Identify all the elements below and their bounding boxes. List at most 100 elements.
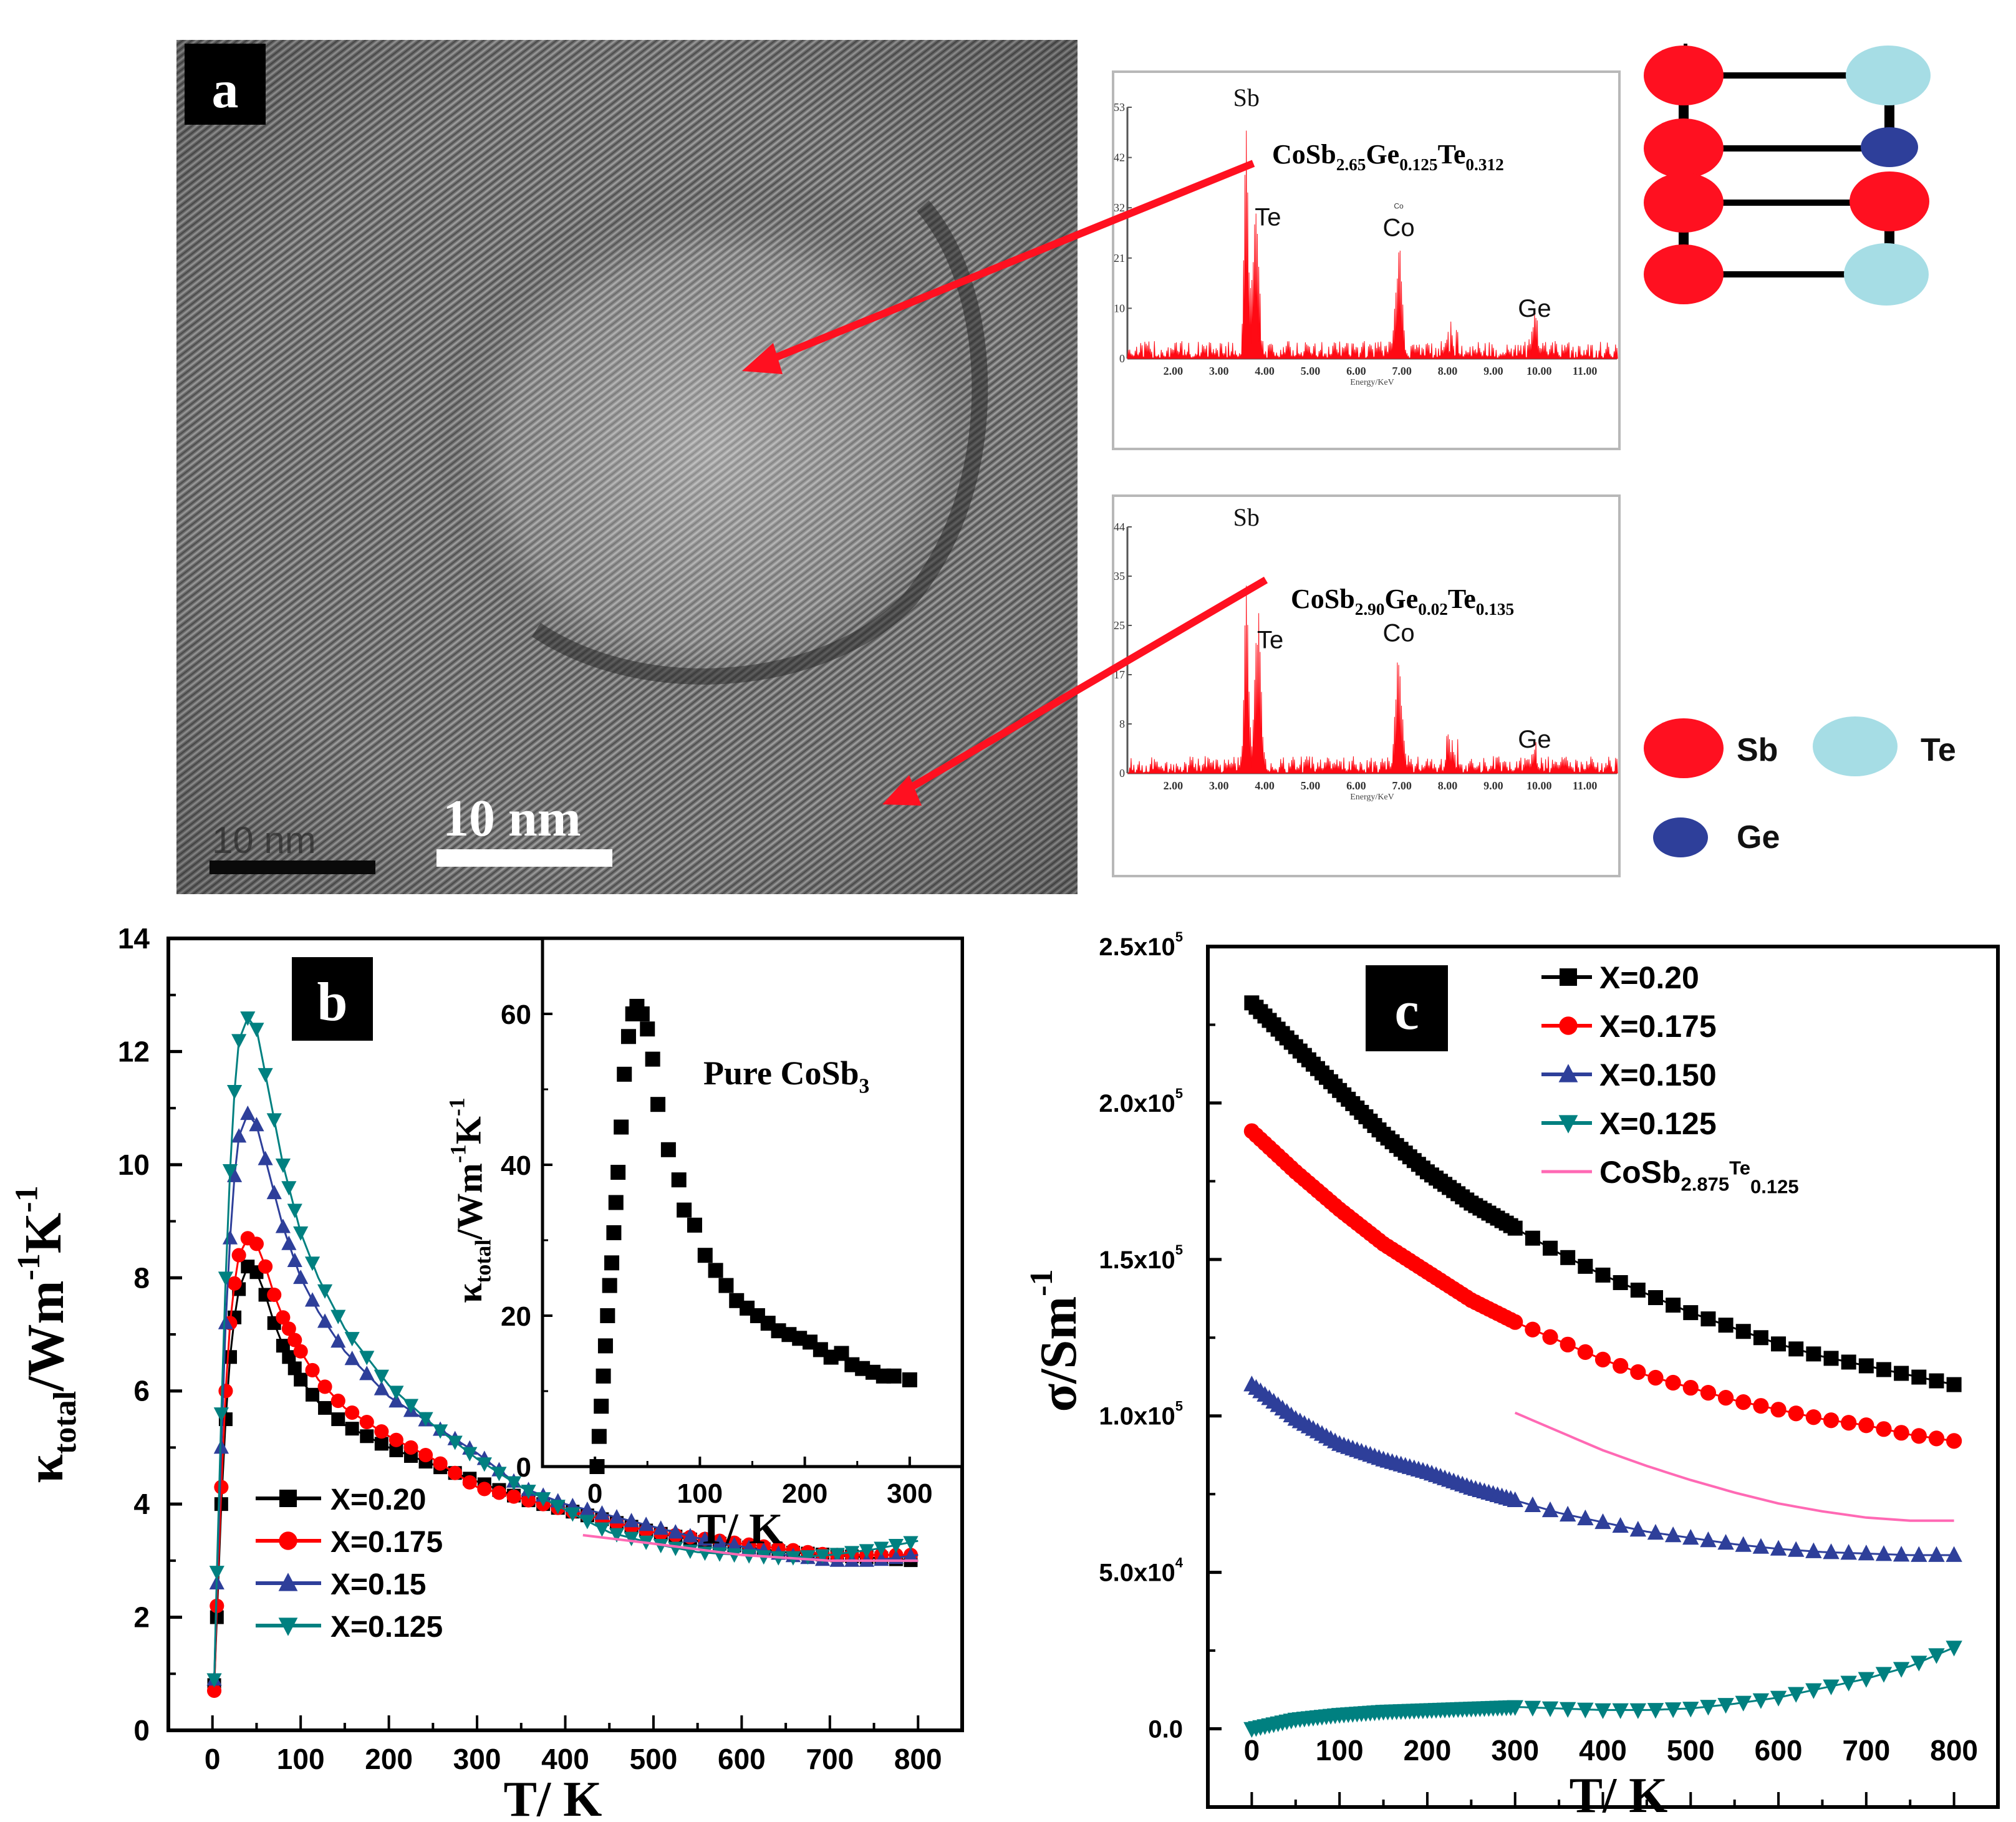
x-tick-label: 300 bbox=[1491, 1734, 1539, 1767]
data-point bbox=[345, 1405, 360, 1420]
arrowhead-icon bbox=[882, 775, 922, 806]
formula-te-sub: 0.135 bbox=[1476, 600, 1514, 619]
eds-x-tick-label: 7.00 bbox=[1392, 779, 1412, 792]
tick-exponent: 4 bbox=[1175, 1555, 1184, 1571]
data-point bbox=[708, 1263, 723, 1278]
data-point bbox=[697, 1531, 713, 1546]
arrow-to-matrix bbox=[895, 576, 1268, 799]
eds-peak-label-te: Te bbox=[1255, 203, 1281, 231]
data-point bbox=[1666, 1298, 1681, 1313]
eds-y-tick-label: 8 bbox=[1119, 718, 1125, 730]
legend-label: X=0.175 bbox=[330, 1526, 443, 1559]
data-point bbox=[1858, 1545, 1875, 1561]
eds-frame bbox=[1112, 70, 1621, 450]
eds-peak-label-sb: Sb bbox=[1233, 503, 1260, 531]
x-tick-label: 600 bbox=[1755, 1734, 1803, 1767]
y-tick-label: 4 bbox=[133, 1488, 150, 1520]
data-point bbox=[624, 1531, 639, 1546]
atom-sb bbox=[1644, 118, 1724, 178]
y-axis-label-text: σ/Sm-1 bbox=[1024, 1269, 1088, 1412]
data-point bbox=[1541, 1501, 1559, 1518]
data-point bbox=[1717, 1390, 1734, 1406]
legend-marker-icon bbox=[278, 1573, 298, 1591]
data-point bbox=[249, 1236, 264, 1251]
legend-label: X=0.125 bbox=[1599, 1106, 1717, 1141]
data-point bbox=[223, 1350, 238, 1364]
data-point bbox=[1946, 1546, 1962, 1562]
data-point bbox=[374, 1424, 389, 1439]
tick-exponent: 5 bbox=[1175, 929, 1183, 945]
data-point bbox=[1560, 1336, 1576, 1352]
data-point bbox=[418, 1447, 433, 1463]
x-tick-label: 500 bbox=[1667, 1734, 1715, 1767]
data-point bbox=[1682, 1529, 1699, 1545]
data-point bbox=[609, 1509, 625, 1524]
eds-x-tick-label: 8.00 bbox=[1438, 779, 1458, 792]
inset-y-axis-label-text: κtotal/Wm-1K-1 bbox=[444, 1097, 495, 1303]
data-point bbox=[1788, 1405, 1804, 1422]
x-tick-label: 700 bbox=[806, 1743, 854, 1775]
data-point bbox=[222, 1164, 238, 1179]
data-point bbox=[610, 1165, 626, 1180]
data-point bbox=[209, 1566, 224, 1581]
data-point bbox=[521, 1493, 536, 1508]
x-tick-label: 0 bbox=[205, 1743, 221, 1775]
data-point bbox=[1858, 1417, 1874, 1434]
data-point bbox=[1858, 1672, 1875, 1688]
data-point bbox=[1946, 1641, 1962, 1657]
data-point bbox=[447, 1435, 463, 1450]
inset-y-tick-label: 0 bbox=[516, 1452, 531, 1483]
data-point bbox=[1788, 1341, 1804, 1357]
data-point bbox=[1664, 1526, 1682, 1543]
data-point bbox=[388, 1393, 404, 1408]
data-point bbox=[275, 1218, 291, 1233]
scale-bar bbox=[436, 849, 612, 867]
y-tick-label: 5.0x104 bbox=[1099, 1555, 1183, 1587]
data-point bbox=[226, 1167, 243, 1182]
data-point bbox=[213, 1407, 229, 1422]
data-point bbox=[1612, 1516, 1629, 1533]
kappa: κ bbox=[449, 1283, 490, 1303]
data-point bbox=[287, 1361, 302, 1376]
data-point bbox=[433, 1424, 448, 1439]
tick-mantissa: 0.0 bbox=[1148, 1716, 1183, 1743]
data-point bbox=[521, 1485, 536, 1500]
tick-mantissa: 2.0x10 bbox=[1099, 1090, 1175, 1117]
y-tick-label: 2.5x105 bbox=[1099, 929, 1183, 961]
x-axis-label: T/ K bbox=[504, 1772, 602, 1822]
series-x0175 bbox=[1243, 1123, 1962, 1449]
data-point bbox=[1735, 1394, 1752, 1410]
legend-marker-icon bbox=[278, 1617, 298, 1636]
legend-marker-icon bbox=[1560, 968, 1577, 986]
data-point bbox=[677, 1202, 692, 1218]
data-point bbox=[1840, 1544, 1857, 1560]
data-point bbox=[1700, 1384, 1717, 1401]
data-point bbox=[345, 1422, 359, 1436]
data-point bbox=[240, 1011, 256, 1026]
data-point bbox=[276, 1339, 290, 1353]
x-axis-label: T/ K bbox=[1570, 1768, 1668, 1822]
inset-x-tick-label: 0 bbox=[587, 1478, 602, 1509]
legend-marker-icon bbox=[279, 1490, 297, 1507]
data-point bbox=[859, 1544, 874, 1559]
data-point bbox=[1753, 1330, 1768, 1346]
data-point bbox=[609, 1528, 625, 1543]
data-point bbox=[1875, 1667, 1893, 1683]
eds-y-tick-label: 10 bbox=[1114, 302, 1125, 314]
atom-ge bbox=[1861, 127, 1918, 167]
legend-label-ge: Ge bbox=[1737, 819, 1780, 856]
data-point bbox=[287, 1203, 302, 1218]
y-tick-label: 10 bbox=[118, 1149, 150, 1181]
data-point bbox=[653, 1539, 668, 1554]
data-point bbox=[388, 1432, 403, 1447]
data-point bbox=[634, 1006, 650, 1021]
y-tick-label: 6 bbox=[133, 1375, 150, 1407]
data-point bbox=[258, 1150, 273, 1165]
y-tick-label: 0.0 bbox=[1148, 1716, 1183, 1743]
panel-c-label-box bbox=[1366, 965, 1448, 1051]
eds-y-tick-label: 35 bbox=[1114, 570, 1125, 582]
data-point bbox=[1541, 1701, 1559, 1717]
unit-exp: -1 bbox=[1024, 1269, 1059, 1296]
